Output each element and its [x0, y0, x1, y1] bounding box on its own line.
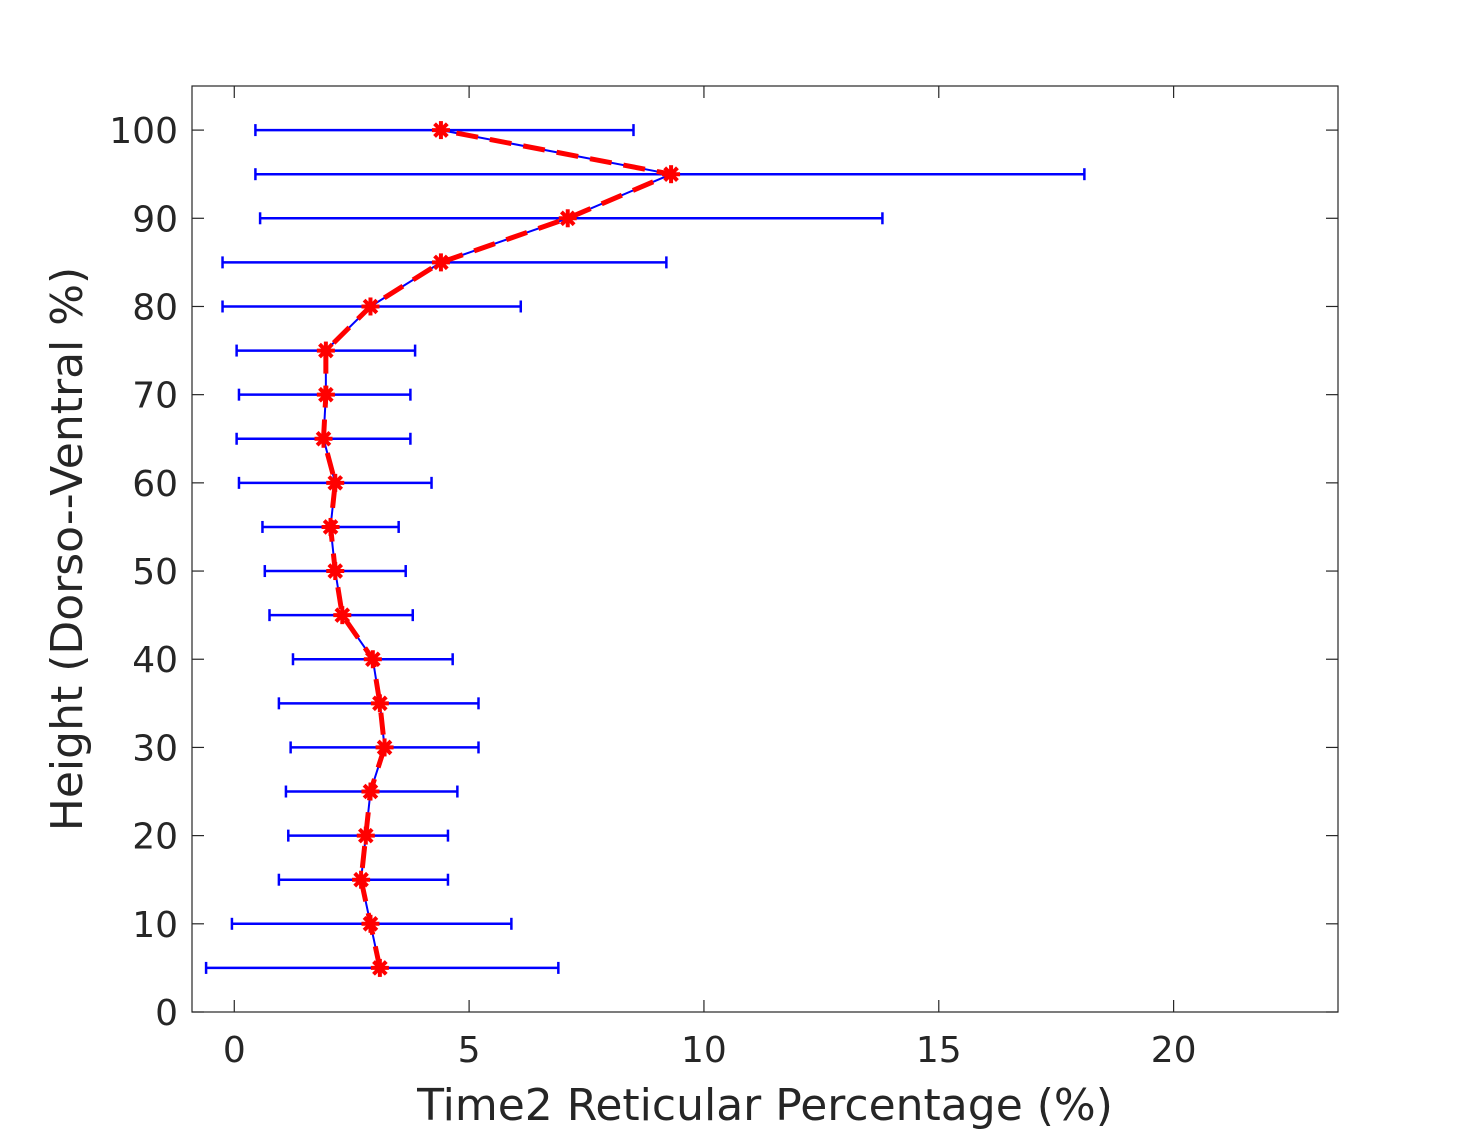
marker-core: [360, 830, 371, 841]
y-tick-label: 0: [155, 993, 178, 1034]
data-point-marker: [356, 826, 375, 845]
x-tick-label: 10: [681, 1030, 727, 1071]
data-markers: [314, 121, 681, 977]
x-tick-label: 20: [1151, 1030, 1197, 1071]
data-point-marker: [333, 606, 352, 625]
data-point-marker: [316, 385, 335, 404]
data-point-marker: [431, 253, 450, 272]
marker-core: [320, 389, 331, 400]
y-tick-label: 40: [132, 640, 178, 681]
data-point-marker: [321, 517, 340, 536]
data-point-marker: [352, 870, 371, 889]
data-point-marker: [370, 958, 389, 977]
x-tick-label: 0: [223, 1030, 246, 1071]
marker-core: [562, 213, 573, 224]
data-point-marker: [361, 782, 380, 801]
y-tick-label: 90: [132, 199, 178, 240]
marker-core: [365, 786, 376, 797]
marker-core: [374, 962, 385, 973]
y-axis-title: Height (Dorso--Ventral %): [42, 267, 93, 831]
marker-core: [356, 874, 367, 885]
marker-core: [325, 521, 336, 532]
marker-core: [367, 654, 378, 665]
y-tick-label: 70: [132, 376, 178, 417]
marker-core: [374, 698, 385, 709]
data-point-marker: [314, 429, 333, 448]
data-point-marker: [326, 473, 345, 492]
marker-core: [337, 610, 348, 621]
marker-core: [320, 345, 331, 356]
data-point-marker: [662, 165, 681, 184]
marker-core: [330, 566, 341, 577]
y-tick-label: 80: [132, 287, 178, 328]
y-tick-label: 50: [132, 552, 178, 593]
data-point-marker: [363, 650, 382, 669]
data-point-marker: [361, 914, 380, 933]
axes-box: [191, 85, 1339, 1013]
data-point-marker: [431, 121, 450, 140]
y-tick-label: 20: [132, 817, 178, 858]
marker-core: [318, 433, 329, 444]
marker-core: [435, 125, 446, 136]
y-tick-label: 60: [132, 464, 178, 505]
y-tick-label: 100: [109, 111, 178, 152]
marker-core: [666, 169, 677, 180]
plot-area: [192, 86, 1338, 1012]
data-point-marker: [361, 297, 380, 316]
x-tick-label: 15: [916, 1030, 962, 1071]
y-tick-label: 30: [132, 728, 178, 769]
data-point-marker: [370, 694, 389, 713]
y-tick-label: 10: [132, 905, 178, 946]
x-axis-title: Time2 Reticular Percentage (%): [416, 1080, 1113, 1131]
data-point-marker: [558, 209, 577, 228]
axes: [191, 85, 1339, 1013]
ticks: 0 5 10 15 20 0 10 20 30 40 50 60 70 80 90 100: [109, 86, 1338, 1071]
data-point-marker: [316, 341, 335, 360]
x-tick-label: 5: [458, 1030, 481, 1071]
marker-core: [330, 477, 341, 488]
marker-core: [379, 742, 390, 753]
marker-core: [365, 918, 376, 929]
data-point-marker: [326, 562, 345, 581]
data-point-marker: [375, 738, 394, 757]
marker-core: [435, 257, 446, 268]
marker-core: [365, 301, 376, 312]
